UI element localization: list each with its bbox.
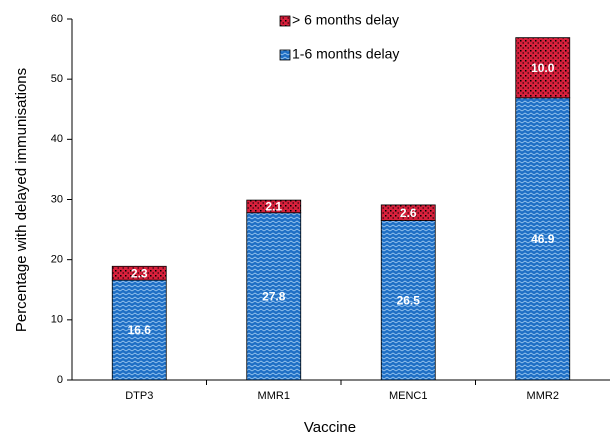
- y-tick-label: 60: [51, 13, 63, 25]
- bar-segment: [111, 279, 167, 381]
- x-tick-label: MMR2: [527, 390, 559, 402]
- y-tick-label: 0: [57, 374, 63, 386]
- x-tick-label: MENC1: [389, 390, 428, 402]
- bar-segment: [246, 199, 302, 214]
- data-label: 26.5: [397, 293, 421, 307]
- legend-label: 1-6 months delay: [292, 46, 399, 62]
- x-axis-label: Vaccine: [304, 419, 356, 436]
- y-tick-label: 50: [51, 73, 63, 85]
- data-label: 27.8: [262, 290, 286, 304]
- data-label: 2.6: [400, 206, 417, 220]
- y-tick-label: 30: [51, 193, 63, 205]
- y-tick-label: 20: [51, 254, 63, 266]
- legend-label: > 6 months delay: [292, 12, 399, 28]
- legend-swatch: [279, 49, 291, 61]
- data-label: 10.0: [531, 61, 555, 75]
- data-label: 16.6: [128, 323, 152, 337]
- y-tick-label: 10: [51, 314, 63, 326]
- bar-segment: [246, 212, 302, 381]
- data-label: 2.3: [131, 266, 148, 280]
- y-tick-label: 40: [51, 133, 63, 145]
- y-axis-label: Percentage with delayed immunisations: [13, 68, 30, 332]
- legend-swatch: [279, 15, 291, 27]
- bar-segment: [515, 37, 571, 99]
- x-tick-label: MMR1: [258, 390, 290, 402]
- x-tick-label: DTP3: [125, 390, 153, 402]
- data-label: 46.9: [531, 232, 555, 246]
- data-label: 2.1: [265, 200, 282, 214]
- bar-segment: [380, 204, 436, 221]
- bar-segment: [111, 265, 167, 281]
